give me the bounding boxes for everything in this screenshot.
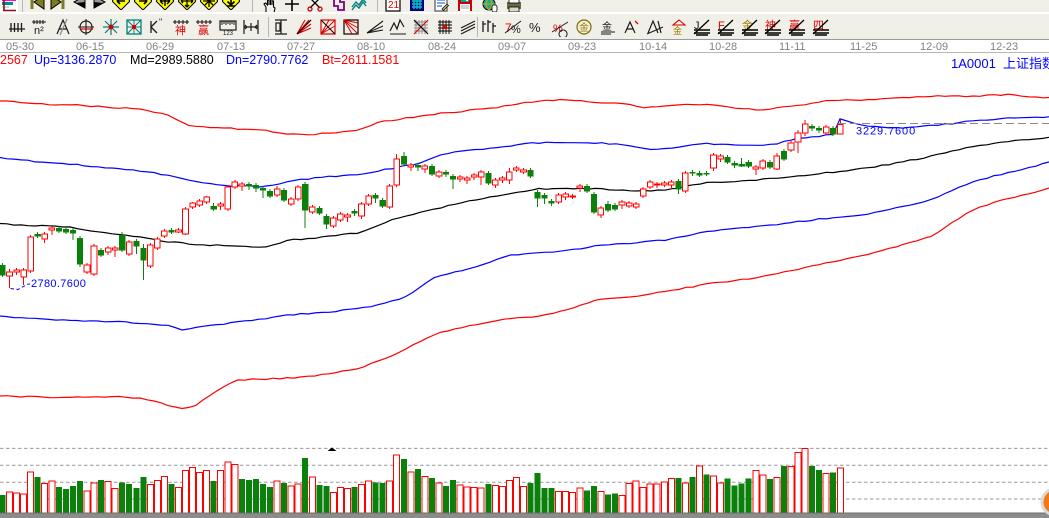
svg-text:123: 123: [223, 31, 234, 37]
svg-text:J: J: [694, 20, 700, 32]
svg-text:-2780.7600: -2780.7600: [27, 278, 86, 290]
svg-text:n²: n²: [34, 25, 44, 37]
svg-text:金: 金: [602, 20, 612, 33]
svg-text:金: 金: [579, 21, 589, 34]
svg-text:7: 7: [505, 21, 512, 35]
svg-text:赢: 赢: [198, 23, 209, 37]
svg-text:3229.7600: 3229.7600: [856, 126, 916, 138]
svg-text:%: %: [553, 23, 563, 35]
svg-text:神: 神: [175, 23, 186, 37]
svg-text:金: 金: [742, 18, 753, 32]
svg-text:金: 金: [673, 25, 682, 36]
svg-text:%: %: [511, 24, 521, 36]
svg-text:四: 四: [813, 20, 824, 32]
svg-text:F: F: [718, 20, 725, 32]
svg-text:%: %: [529, 20, 541, 35]
svg-text:神: 神: [765, 18, 776, 32]
svg-text:赢: 赢: [789, 18, 800, 32]
svg-text:21: 21: [388, 0, 400, 11]
svg-text:": ": [159, 17, 162, 27]
